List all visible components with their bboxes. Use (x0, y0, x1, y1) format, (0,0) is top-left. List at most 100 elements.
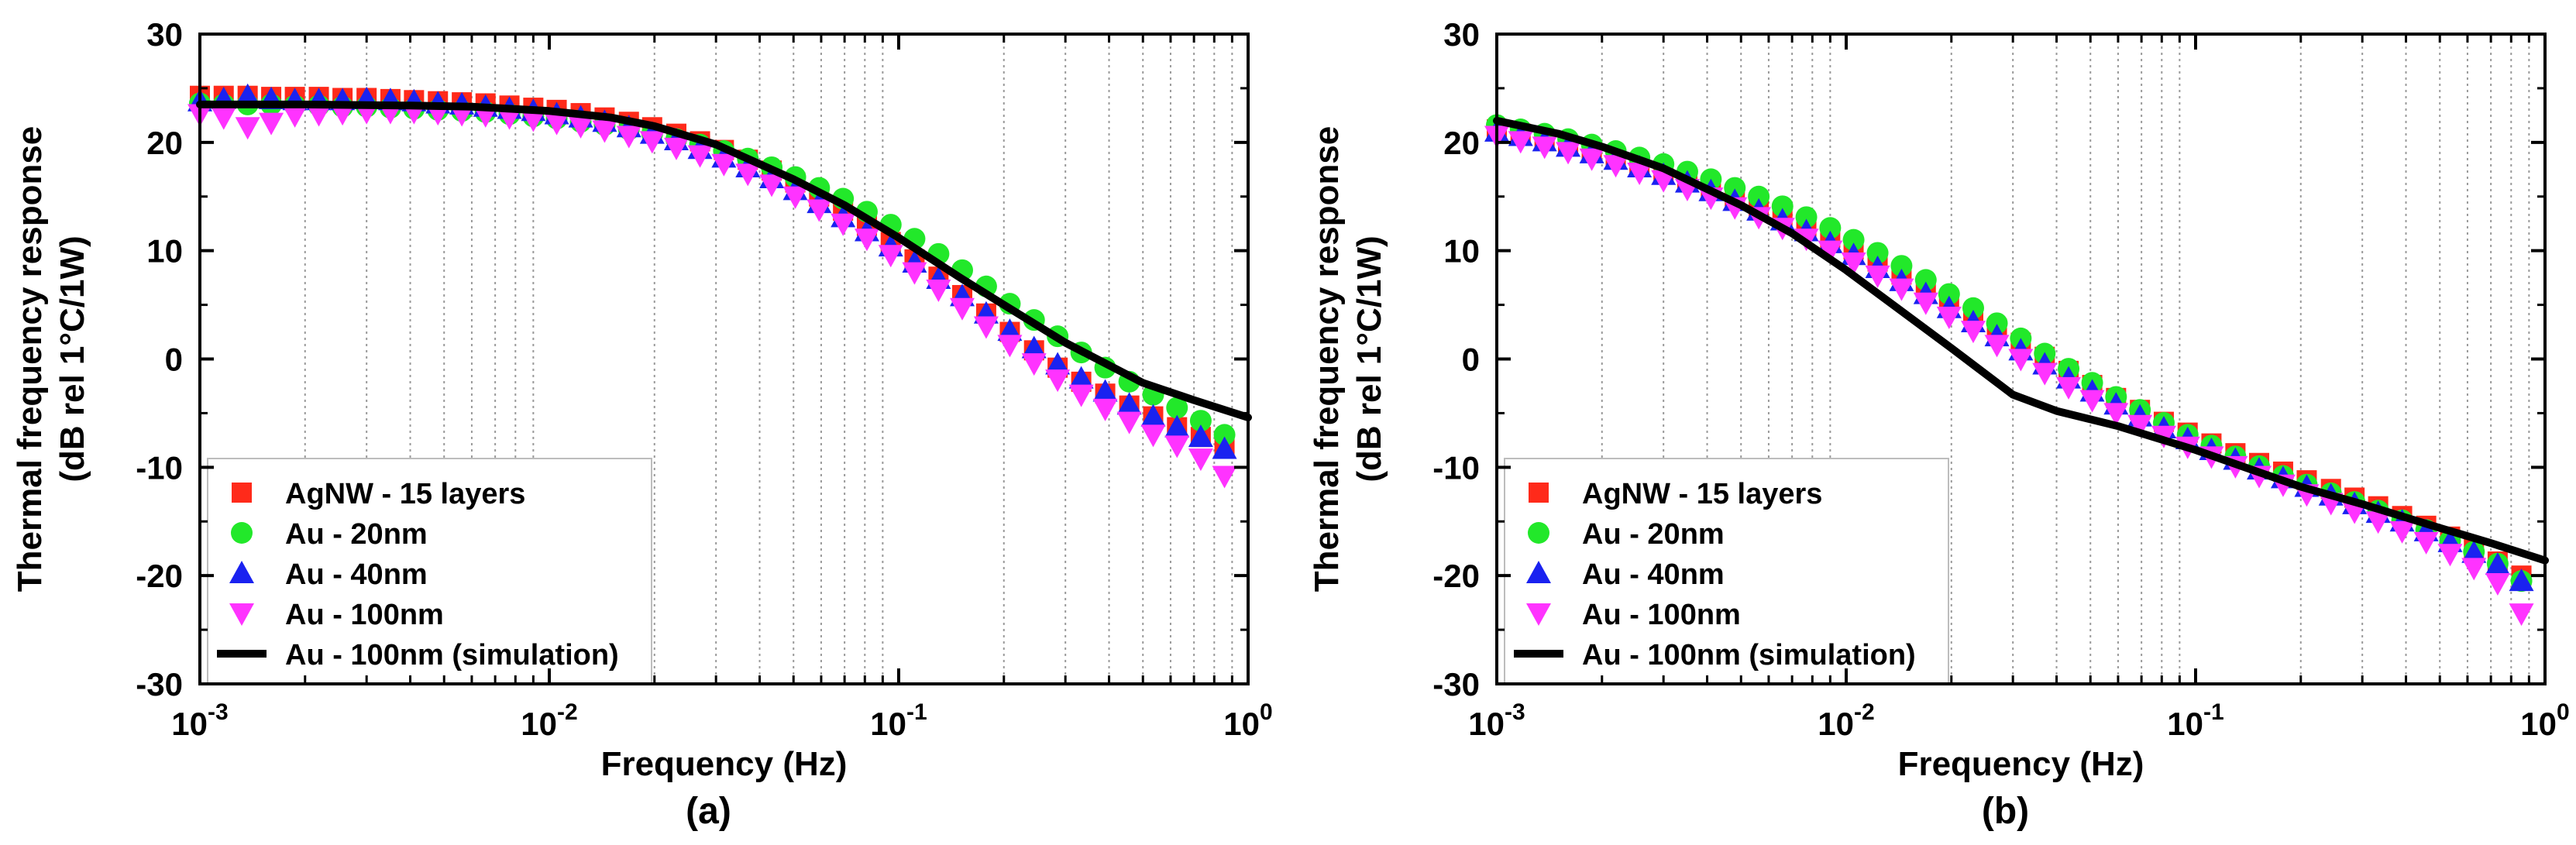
legend-label: Au - 20nm (285, 518, 428, 551)
data-point (544, 112, 569, 136)
data-point (282, 105, 308, 128)
legend-item: Au - 40nm (1526, 558, 1725, 591)
data-point (1092, 398, 1118, 421)
data-point (1771, 195, 1794, 218)
data-point (1116, 411, 1142, 435)
legend-marker (229, 561, 254, 583)
legend-marker (1528, 522, 1549, 544)
data-point (639, 131, 665, 154)
data-point (1865, 265, 1890, 288)
legend-label: Au - 40nm (1582, 558, 1725, 591)
x-axis-label: Frequency (Hz) (1898, 745, 2144, 783)
data-point (1960, 321, 1986, 344)
data-point (1914, 269, 1937, 291)
data-point (831, 213, 856, 236)
data-point (1140, 424, 1166, 448)
data-point (1819, 217, 1842, 239)
data-point (1212, 465, 1237, 489)
data-point (1889, 278, 1914, 301)
x-tick-label: 10-2 (1818, 699, 1874, 742)
data-point (1724, 177, 1746, 199)
data-marks (1484, 114, 2549, 627)
data-point (1842, 228, 1865, 251)
data-point (1092, 379, 1118, 402)
chart-panel-b: AgNW - 15 layers Au - 20nm Au - 40nm Au - 1… (1308, 16, 2570, 832)
y-tick-label: 30 (146, 16, 183, 53)
x-tick-label: 10-3 (1468, 699, 1525, 742)
data-point (1795, 206, 1818, 228)
data-marks (187, 83, 1252, 489)
series-au-100nm-simulation (1493, 116, 2549, 565)
data-point (2437, 544, 2463, 567)
data-point (1188, 448, 1213, 472)
x-axis-label: Frequency (Hz) (601, 745, 848, 783)
data-point (2509, 603, 2534, 627)
data-point (568, 115, 593, 139)
data-point (1188, 424, 1213, 448)
y-axis-label-line1: Thermal frequency response (1308, 126, 1346, 593)
data-point (1212, 436, 1237, 459)
y-axis-label-line2: (dB rel 1°C/1W) (53, 235, 91, 482)
data-point (878, 245, 903, 268)
data-point (2103, 403, 2129, 426)
panel-label: (b) (1982, 791, 2029, 832)
data-point (950, 297, 975, 321)
data-point (1579, 148, 1604, 171)
x-tick-label: 10-2 (521, 699, 577, 742)
data-point (1984, 335, 2010, 358)
y-tick-label: -30 (1432, 666, 1480, 702)
legend-label: Au - 100nm (1582, 599, 1741, 631)
x-tick-label: 10-3 (171, 699, 228, 742)
data-point (1164, 435, 1190, 459)
legend-label: Au - 40nm (285, 558, 428, 591)
data-point (663, 137, 689, 160)
data-point (616, 125, 641, 149)
data-point (926, 280, 951, 303)
legend-item: Au - 100nm (simulation) (1514, 639, 1916, 672)
data-point (2509, 568, 2534, 592)
data-point (1068, 366, 1094, 389)
data-point (2032, 362, 2058, 386)
legend-label: AgNW - 15 layers (1582, 478, 1822, 510)
legend-marker (232, 483, 252, 503)
data-point (2461, 558, 2487, 581)
legend-marker (229, 603, 254, 626)
data-point (902, 262, 927, 285)
data-point (1213, 424, 1236, 446)
data-point (306, 104, 332, 127)
data-point (711, 153, 737, 177)
simulation-line (196, 100, 1252, 421)
data-point (735, 163, 761, 187)
data-point (1913, 292, 1938, 315)
x-tick-label: 10-1 (2167, 699, 2223, 742)
legend-label: Au - 100nm (285, 599, 444, 631)
data-point (497, 107, 522, 130)
data-point (1841, 252, 1866, 276)
legend-item: Au - 100nm (229, 599, 444, 631)
data-point (782, 186, 808, 209)
data-point (997, 335, 1023, 358)
legend-box (207, 458, 652, 684)
legend-label: Au - 20nm (1582, 518, 1725, 551)
y-tick-label: -20 (1432, 558, 1480, 594)
y-tick-label: 30 (1443, 16, 1480, 53)
data-point (1818, 240, 1843, 263)
data-point (1189, 410, 1212, 432)
data-point (2485, 572, 2510, 596)
legend-item: AgNW - 15 layers (1529, 478, 1822, 510)
y-tick-label: 10 (1443, 233, 1480, 270)
legend-item: Au - 40nm (229, 558, 428, 591)
legend: AgNW - 15 layers Au - 20nm Au - 40nm Au - 1… (207, 458, 652, 684)
chart-panel-a: AgNW - 15 layers Au - 20nm Au - 40nm Au - 1… (11, 16, 1273, 832)
data-point (1068, 384, 1094, 407)
data-point (1748, 185, 1770, 208)
x-tick-label: 10-1 (870, 699, 927, 742)
data-point (1164, 414, 1190, 438)
data-point (1986, 312, 2008, 335)
legend-item: Au - 20nm (1528, 518, 1725, 551)
data-point (259, 112, 284, 136)
data-point (235, 117, 260, 140)
data-point (2056, 376, 2082, 400)
